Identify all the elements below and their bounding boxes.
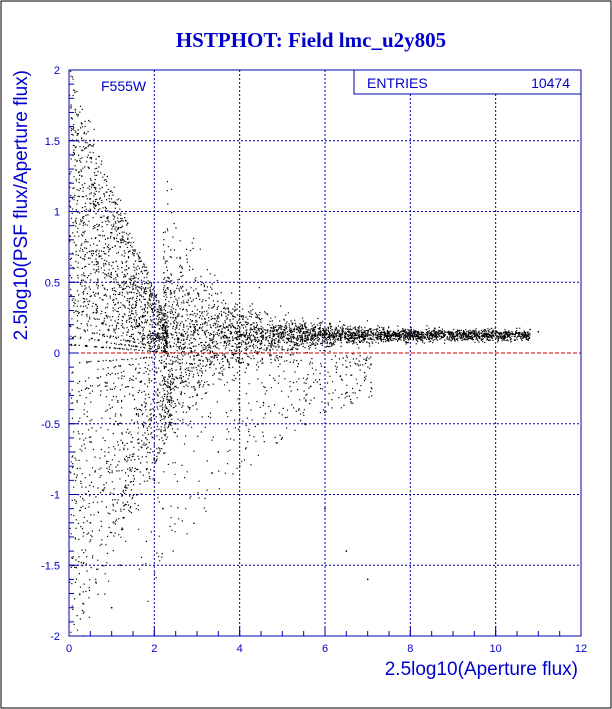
- data-point: [136, 281, 139, 283]
- data-point: [119, 246, 121, 248]
- data-point: [366, 578, 369, 581]
- data-point: [302, 332, 305, 334]
- data-point: [89, 522, 92, 524]
- stats-box-frame: [353, 69, 582, 95]
- data-point: [217, 451, 220, 453]
- stats-value: 10474: [531, 75, 570, 91]
- plot-area: [68, 69, 582, 637]
- data-point: [196, 394, 198, 397]
- axis-ticks: [68, 69, 582, 637]
- data-point: [93, 182, 96, 184]
- data-point: [119, 564, 121, 566]
- y-tick-label: 1: [54, 207, 60, 219]
- x-tick-label: 6: [322, 643, 328, 655]
- data-point: [145, 437, 147, 439]
- data-point: [74, 108, 77, 111]
- data-point: [409, 332, 412, 334]
- x-tick-labels: 0 2 4 6 8 10 12: [66, 643, 587, 655]
- x-tick-label: 0: [66, 643, 72, 655]
- x-tick-label: 12: [575, 643, 587, 655]
- scatter-points: [69, 70, 540, 637]
- x-tick-label: 2: [151, 643, 157, 655]
- stats-label: ENTRIES: [367, 75, 428, 91]
- y-tick-label: 0.5: [45, 277, 60, 289]
- y-tick-label: -2: [50, 631, 60, 643]
- y-tick-label: 2: [54, 65, 60, 77]
- y-axis-label: 2.5log10(PSF flux/Aperture flux): [11, 70, 32, 340]
- data-point: [89, 156, 92, 159]
- data-point: [81, 123, 83, 125]
- data-point: [537, 331, 540, 333]
- y-tick-label: -1: [50, 490, 60, 502]
- y-tick-label: 0: [54, 348, 60, 360]
- stats-box: ENTRIES 10474: [353, 69, 582, 95]
- data-point: [85, 147, 87, 149]
- data-point: [452, 332, 454, 334]
- x-tick-label: 4: [237, 643, 243, 655]
- y-tick-labels: -2 -1.5 -1 -0.5 0 0.5 1 1.5 2: [41, 65, 60, 643]
- data-point: [153, 302, 156, 305]
- data-point: [345, 332, 348, 334]
- data-point: [494, 332, 497, 334]
- data-point: [174, 423, 177, 425]
- x-axis-label: 2.5log10(Aperture flux): [385, 659, 578, 680]
- data-point: [217, 329, 220, 332]
- data-point: [81, 175, 83, 177]
- grid: [69, 70, 581, 636]
- data-point: [127, 267, 130, 269]
- data-point: [110, 606, 113, 609]
- y-tick-label: -1.5: [41, 560, 60, 572]
- data-point: [260, 332, 262, 334]
- data-point: [132, 394, 134, 397]
- data-point: [153, 479, 156, 482]
- data-point: [98, 203, 100, 206]
- y-tick-label: 1.5: [45, 136, 60, 148]
- data-point: [281, 437, 284, 439]
- data-point: [196, 323, 198, 326]
- data-point: [162, 507, 164, 510]
- data-point: [345, 550, 348, 552]
- data-point: [76, 132, 79, 135]
- y-tick-label: -0.5: [41, 419, 60, 431]
- data-point: [106, 217, 109, 220]
- chart-title: HSTPHOT: Field lmc_u2y805: [176, 28, 446, 52]
- data-point: [174, 316, 177, 319]
- x-tick-label: 8: [407, 643, 413, 655]
- data-point: [145, 292, 147, 295]
- data-point: [110, 231, 113, 234]
- data-point: [238, 408, 241, 411]
- x-tick-label: 10: [490, 643, 502, 655]
- data-point: [324, 507, 326, 510]
- filter-label: F555W: [101, 78, 147, 94]
